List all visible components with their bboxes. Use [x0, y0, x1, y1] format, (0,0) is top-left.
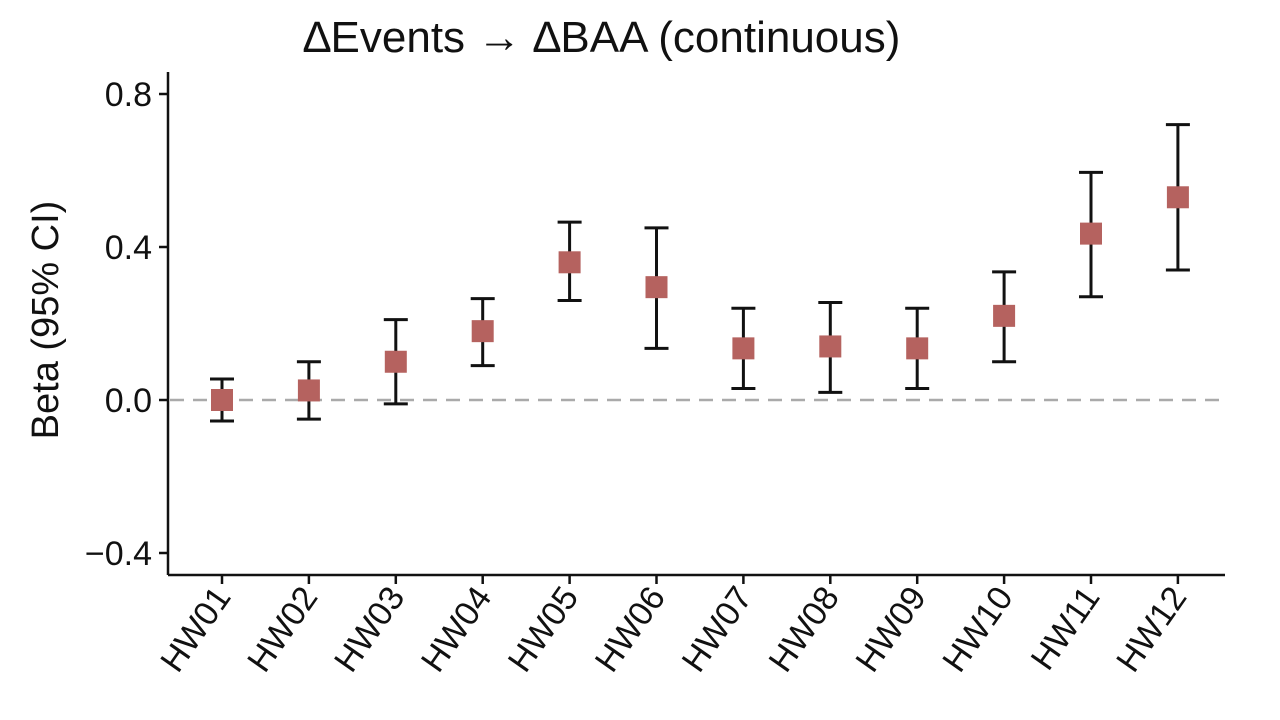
- y-axis-label: Beta (95% CI): [25, 201, 67, 440]
- x-tick-label: HW05: [501, 580, 586, 679]
- x-tick-label: HW07: [675, 580, 760, 679]
- data-point-marker: [645, 276, 668, 299]
- x-tick-label: HW11: [1024, 580, 1108, 677]
- data-point-marker: [993, 304, 1016, 327]
- y-tick-label: −0.4: [85, 535, 152, 573]
- x-tick-label: HW01: [153, 580, 238, 679]
- x-tick-label: HW12: [1109, 580, 1194, 679]
- x-tick-label: HW10: [935, 580, 1020, 679]
- data-point-marker: [1080, 222, 1102, 245]
- data-point-marker: [471, 320, 494, 343]
- data-point-marker: [384, 350, 407, 373]
- x-tick-label: HW04: [414, 580, 499, 679]
- x-tick-label: HW06: [588, 580, 673, 679]
- data-point-marker: [819, 335, 842, 358]
- y-tick-label: 0.0: [105, 382, 152, 420]
- x-tick-label: HW03: [327, 580, 412, 679]
- data-point-marker: [211, 389, 233, 411]
- data-point-marker: [297, 379, 320, 402]
- data-point-marker: [906, 337, 929, 360]
- y-tick-label: 0.8: [105, 76, 152, 114]
- data-point-marker: [1166, 186, 1189, 209]
- y-tick-label: 0.4: [105, 229, 152, 267]
- x-tick-label: HW02: [240, 580, 325, 679]
- data-point-marker: [558, 251, 581, 274]
- data-point-marker: [732, 337, 755, 360]
- x-tick-label: HW09: [848, 580, 933, 679]
- chart-title: ∆Events → ∆BAA (continuous): [304, 13, 901, 62]
- x-tick-label: HW08: [762, 580, 847, 679]
